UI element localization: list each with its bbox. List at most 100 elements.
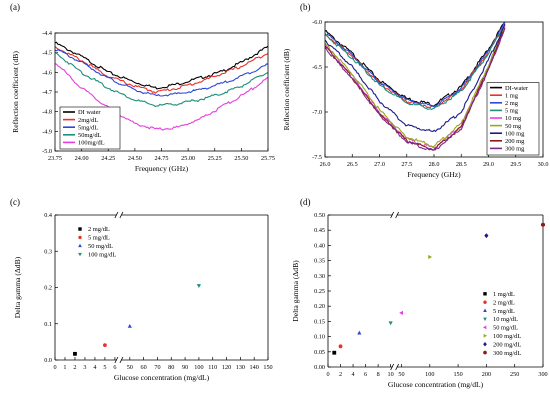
x-tick-label: 1: [63, 364, 66, 371]
panel-label: (d): [300, 197, 311, 207]
y-tick-label: -5.0: [42, 148, 52, 155]
x-tick-label: 25.75: [261, 155, 275, 162]
panel-label: (c): [10, 197, 20, 207]
legend-label: 2 mg/dL: [88, 226, 110, 233]
legend-label: 100 mg/dL: [493, 333, 521, 340]
y-tick-label: -4.5: [42, 50, 52, 57]
x-tick-label: 2: [73, 364, 76, 371]
series-line: [55, 51, 268, 108]
data-point: [388, 321, 393, 326]
legend-label: 5 mg: [505, 108, 519, 115]
legend-label: 300 mg/dL: [493, 350, 521, 357]
plot-frame: [54, 32, 269, 152]
series-line: [325, 23, 506, 133]
legend-label: 300 mg: [505, 146, 525, 153]
plot-frame: [324, 21, 544, 158]
y-tick-label: 0.00: [314, 364, 325, 371]
legend-label: 5 mg/dL: [493, 308, 515, 315]
legend-label: 100 mg/dL: [88, 251, 116, 258]
y-tick-label: -6.5: [312, 64, 322, 71]
y-tick-label: 0.3: [44, 248, 52, 255]
x-tick-label: 140: [250, 364, 259, 371]
axis-break-mark: [395, 211, 400, 219]
x-tick-label: 50: [127, 364, 133, 371]
x-tick-label: 23.75: [48, 155, 62, 162]
x-tick-label: 110: [208, 364, 217, 371]
legend-marker: [483, 341, 487, 347]
x-tick-label: 25.25: [208, 155, 222, 162]
x-tick-label: 26.5: [347, 161, 358, 168]
x-tick-label: 29.5: [510, 161, 521, 168]
y-tick-label: 0.35: [314, 258, 325, 265]
x-tick-label: 2: [339, 371, 342, 378]
data-point: [332, 350, 337, 355]
x-tick-label: 120: [222, 364, 231, 371]
y-tick-label: 0.45: [314, 227, 325, 234]
x-tick-label: 60: [141, 364, 147, 371]
x-tick-label: 80: [168, 364, 174, 371]
x-axis-label: Frequency (GHz): [407, 170, 461, 179]
legend-label: 1 mg/dL: [493, 291, 515, 298]
data-point: [399, 310, 404, 315]
y-tick-label: 0.50: [314, 212, 325, 219]
legend-marker: [78, 227, 82, 231]
legend-label: 100mg/dL: [78, 140, 105, 147]
legend-label: 50 mg/dL: [88, 243, 113, 250]
legend-label: 10 mg: [505, 115, 522, 122]
y-tick-label: 0.1: [44, 321, 52, 328]
legend-label: 10 mg/dL: [493, 316, 518, 323]
y-axis-label: Delta gamma (ΔdB): [13, 256, 22, 318]
axis-break-mark: [114, 356, 119, 364]
data-point: [541, 222, 545, 228]
x-tick-label: 27.0: [374, 161, 385, 168]
x-tick-label: 200: [482, 371, 491, 378]
x-tick-label: 0: [326, 371, 329, 378]
legend-label: 50 mg/dL: [493, 325, 518, 332]
x-tick-label: 24.75: [155, 155, 169, 162]
y-tick-label: 0.05: [314, 349, 325, 356]
y-tick-label: 0.2: [44, 285, 52, 292]
x-tick-label: 30.0: [538, 161, 549, 168]
x-tick-label: 130: [236, 364, 245, 371]
x-tick-label: 10: [388, 371, 394, 378]
x-tick-label: 26.0: [320, 161, 331, 168]
legend-label: DI water: [78, 109, 101, 116]
legend-marker: [483, 333, 488, 338]
data-point: [428, 254, 433, 260]
data-point: [484, 233, 489, 239]
y-tick-label: -4.8: [42, 109, 52, 116]
legend-label: 5 mg/dL: [88, 235, 110, 242]
y-tick-label: -4.6: [42, 69, 52, 76]
x-axis-label: Frequency (GHz): [135, 164, 189, 173]
y-tick-label: -4.9: [42, 128, 52, 135]
x-axis-label: Glucose concentration (mg/dL): [114, 373, 210, 382]
x-tick-label: 4: [352, 371, 355, 378]
data-point: [103, 343, 107, 348]
y-tick-label: 0.4: [44, 212, 52, 219]
y-axis-label: Reflection coefficient (dB): [282, 48, 291, 130]
y-tick-label: 0.30: [314, 273, 325, 280]
x-tick-label: 28.5: [456, 161, 467, 168]
x-tick-label: 8: [377, 371, 380, 378]
series-line: [55, 46, 268, 94]
x-tick-label: 50: [398, 371, 404, 378]
x-tick-label: 300: [538, 371, 547, 378]
series-line: [325, 24, 506, 111]
legend-label: 5mg/dL: [78, 124, 98, 131]
x-tick-label: 100: [194, 364, 203, 371]
legend-label: 200 mg: [505, 138, 525, 145]
y-tick-label: -7.5: [312, 154, 322, 161]
series-line: [325, 27, 506, 151]
legend-marker: [483, 292, 487, 296]
x-tick-label: 150: [263, 364, 272, 371]
legend-marker: [483, 350, 487, 355]
x-tick-label: 24.25: [101, 155, 115, 162]
y-tick-label: 0.25: [314, 288, 325, 295]
legend-label: 2mg/dL: [78, 117, 98, 124]
legend-label: 100 mg: [505, 130, 525, 137]
x-axis-label: Glucose concentration (mg/dL): [388, 380, 484, 389]
x-tick-label: 100: [425, 371, 434, 378]
x-tick-label: 3: [83, 364, 86, 371]
axis-break-mark: [390, 211, 395, 219]
